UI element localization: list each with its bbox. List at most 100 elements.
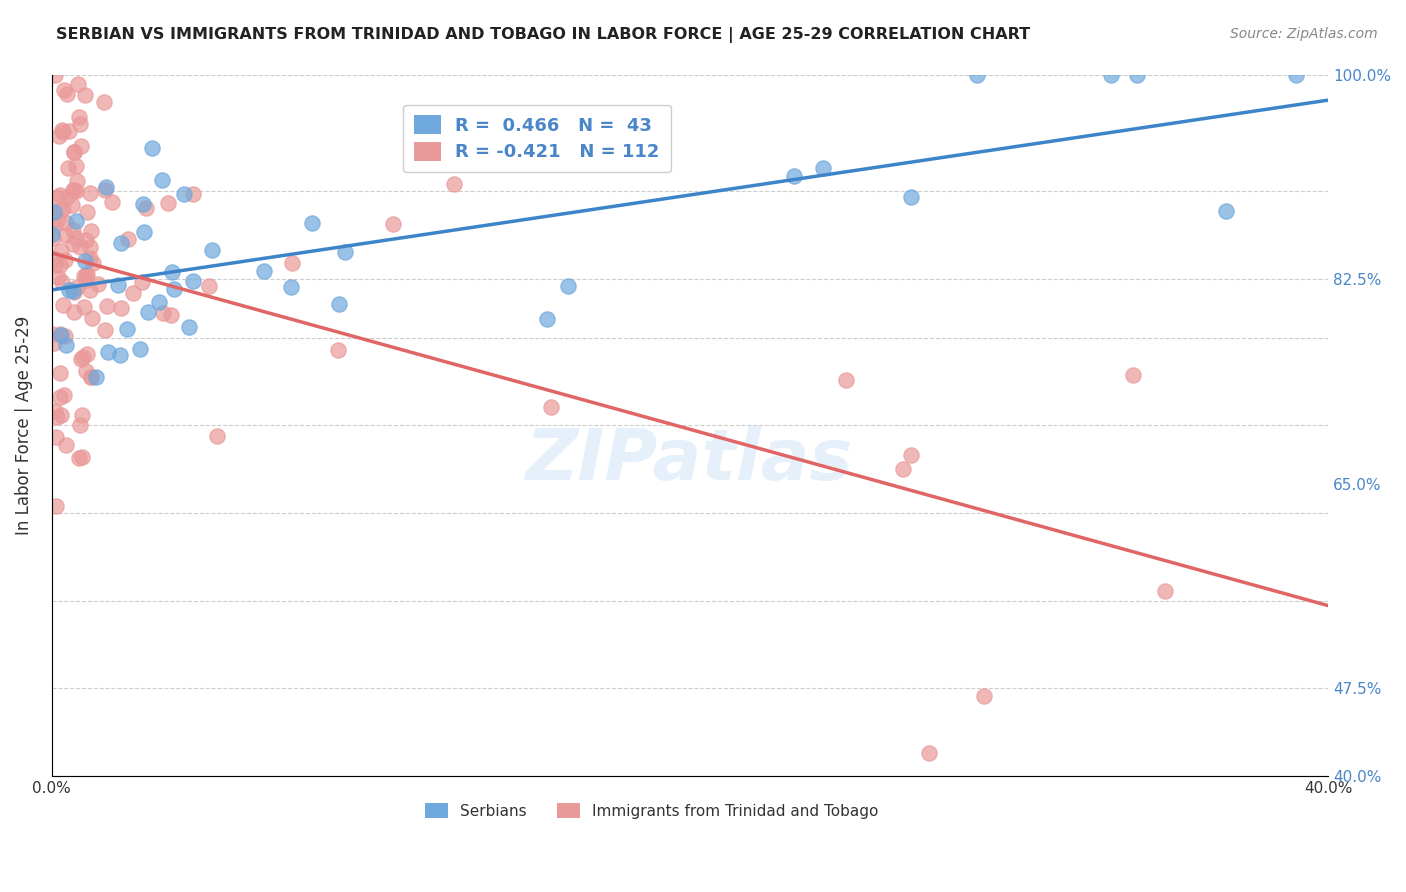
Immigrants from Trinidad and Tobago (51, 275, 73, 289)
Immigrants from Trinidad and Tobago (62, 236, 84, 251)
Immigrants from Trinidad and Tobago (157, 195, 180, 210)
Immigrants from Trinidad and Tobago (53, 252, 76, 267)
Immigrants from Trinidad and Tobago (891, 462, 914, 476)
Immigrants from Trinidad and Tobago (53, 329, 76, 343)
Serbians (141, 141, 163, 155)
Immigrants from Trinidad and Tobago (94, 183, 117, 197)
Immigrants from Trinidad and Tobago (53, 388, 76, 402)
Serbians (301, 216, 323, 230)
Serbians (97, 345, 120, 359)
Serbians (160, 265, 183, 279)
Serbians (65, 214, 87, 228)
Serbians (173, 186, 195, 201)
Immigrants from Trinidad and Tobago (900, 448, 922, 462)
Serbians (900, 189, 922, 203)
Immigrants from Trinidad and Tobago (381, 217, 404, 231)
Immigrants from Trinidad and Tobago (48, 390, 70, 404)
Immigrants from Trinidad and Tobago (44, 68, 66, 82)
Immigrants from Trinidad and Tobago (76, 205, 98, 219)
Serbians (1099, 68, 1122, 82)
Immigrants from Trinidad and Tobago (44, 218, 66, 232)
Immigrants from Trinidad and Tobago (62, 145, 84, 159)
Immigrants from Trinidad and Tobago (69, 240, 91, 254)
Immigrants from Trinidad and Tobago (70, 139, 93, 153)
Immigrants from Trinidad and Tobago (46, 212, 69, 227)
Serbians (163, 282, 186, 296)
Serbians (86, 370, 108, 384)
Immigrants from Trinidad and Tobago (1122, 368, 1144, 383)
Immigrants from Trinidad and Tobago (66, 77, 89, 91)
Immigrants from Trinidad and Tobago (69, 117, 91, 131)
Immigrants from Trinidad and Tobago (45, 500, 67, 514)
Immigrants from Trinidad and Tobago (56, 190, 79, 204)
Immigrants from Trinidad and Tobago (55, 215, 77, 229)
Serbians (280, 280, 302, 294)
Immigrants from Trinidad and Tobago (1154, 584, 1177, 599)
Immigrants from Trinidad and Tobago (58, 124, 80, 138)
Immigrants from Trinidad and Tobago (122, 285, 145, 300)
Serbians (131, 197, 153, 211)
Immigrants from Trinidad and Tobago (42, 335, 65, 350)
Immigrants from Trinidad and Tobago (82, 256, 104, 270)
Serbians (148, 295, 170, 310)
Immigrants from Trinidad and Tobago (96, 299, 118, 313)
Serbians (115, 322, 138, 336)
Serbians (966, 68, 988, 82)
Immigrants from Trinidad and Tobago (100, 195, 122, 210)
Immigrants from Trinidad and Tobago (49, 188, 72, 202)
Immigrants from Trinidad and Tobago (49, 258, 72, 272)
Immigrants from Trinidad and Tobago (41, 326, 63, 341)
Immigrants from Trinidad and Tobago (76, 267, 98, 281)
Immigrants from Trinidad and Tobago (45, 409, 67, 424)
Immigrants from Trinidad and Tobago (973, 689, 995, 703)
Serbians (783, 169, 806, 184)
Text: Source: ZipAtlas.com: Source: ZipAtlas.com (1230, 27, 1378, 41)
Immigrants from Trinidad and Tobago (65, 231, 87, 245)
Immigrants from Trinidad and Tobago (93, 95, 115, 109)
Serbians (110, 348, 132, 362)
Serbians (128, 343, 150, 357)
Serbians (62, 284, 84, 298)
Immigrants from Trinidad and Tobago (45, 430, 67, 444)
Serbians (73, 254, 96, 268)
Immigrants from Trinidad and Tobago (540, 401, 562, 415)
Immigrants from Trinidad and Tobago (131, 275, 153, 289)
Immigrants from Trinidad and Tobago (65, 185, 87, 199)
Immigrants from Trinidad and Tobago (53, 83, 76, 97)
Immigrants from Trinidad and Tobago (79, 186, 101, 200)
Immigrants from Trinidad and Tobago (69, 352, 91, 367)
Immigrants from Trinidad and Tobago (117, 232, 139, 246)
Immigrants from Trinidad and Tobago (835, 373, 858, 387)
Immigrants from Trinidad and Tobago (75, 364, 97, 378)
Immigrants from Trinidad and Tobago (75, 268, 97, 283)
Immigrants from Trinidad and Tobago (48, 129, 70, 144)
Immigrants from Trinidad and Tobago (80, 370, 103, 384)
Immigrants from Trinidad and Tobago (46, 269, 69, 284)
Immigrants from Trinidad and Tobago (67, 111, 90, 125)
Immigrants from Trinidad and Tobago (72, 350, 94, 364)
Immigrants from Trinidad and Tobago (79, 252, 101, 266)
Immigrants from Trinidad and Tobago (181, 186, 204, 201)
Immigrants from Trinidad and Tobago (42, 231, 65, 245)
Immigrants from Trinidad and Tobago (51, 122, 73, 136)
Immigrants from Trinidad and Tobago (80, 223, 103, 237)
Serbians (335, 245, 357, 260)
Serbians (132, 225, 155, 239)
Immigrants from Trinidad and Tobago (63, 305, 86, 319)
Serbians (536, 311, 558, 326)
Immigrants from Trinidad and Tobago (152, 306, 174, 320)
Serbians (58, 283, 80, 297)
Immigrants from Trinidad and Tobago (93, 322, 115, 336)
Serbians (152, 173, 174, 187)
Immigrants from Trinidad and Tobago (75, 233, 97, 247)
Immigrants from Trinidad and Tobago (44, 403, 66, 417)
Immigrants from Trinidad and Tobago (70, 408, 93, 422)
Immigrants from Trinidad and Tobago (52, 202, 75, 217)
Immigrants from Trinidad and Tobago (66, 280, 89, 294)
Immigrants from Trinidad and Tobago (44, 258, 66, 272)
Immigrants from Trinidad and Tobago (63, 285, 86, 299)
Immigrants from Trinidad and Tobago (159, 309, 181, 323)
Immigrants from Trinidad and Tobago (62, 183, 84, 197)
Immigrants from Trinidad and Tobago (79, 284, 101, 298)
Serbians (96, 180, 118, 194)
